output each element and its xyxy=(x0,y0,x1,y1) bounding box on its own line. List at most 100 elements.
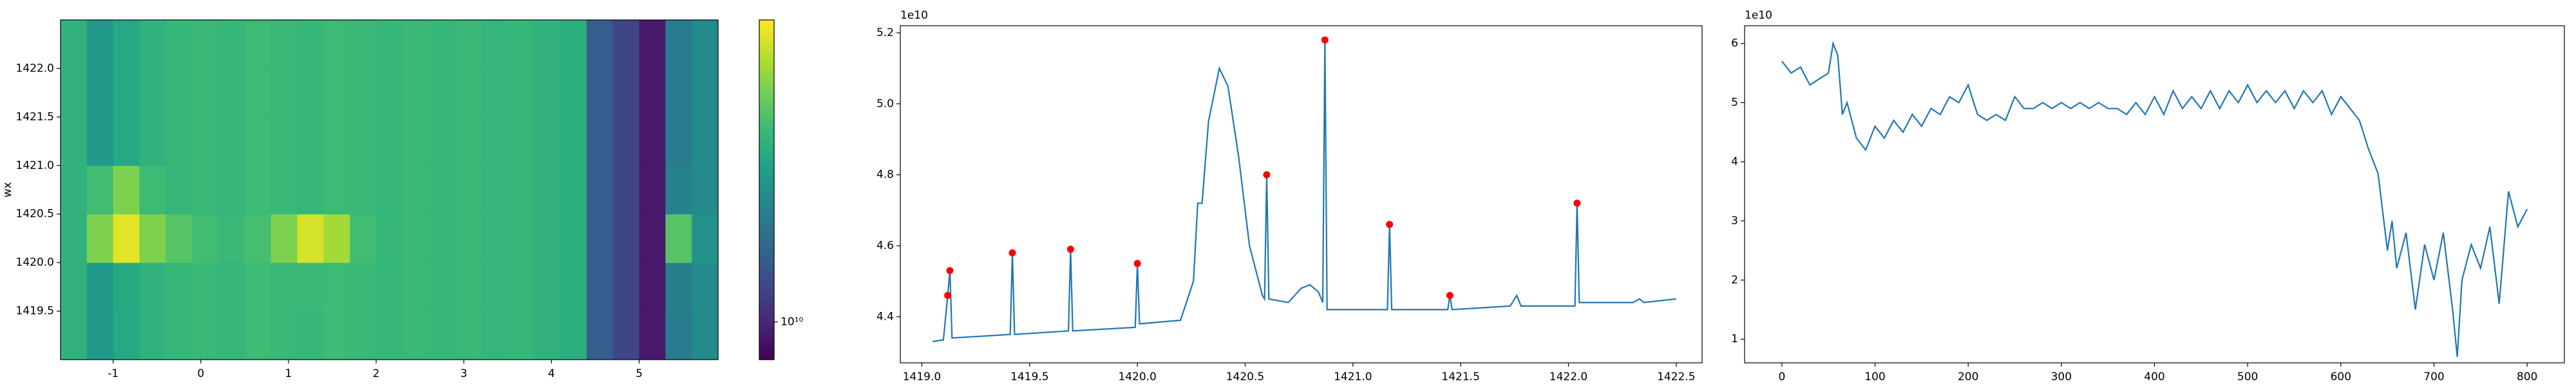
colorbar-swatch xyxy=(759,71,774,75)
heatmap-cell xyxy=(692,165,719,215)
colorbar-swatch xyxy=(759,328,774,332)
offset-label: 1e10 xyxy=(1745,9,1772,22)
colorbar-swatch xyxy=(759,235,774,239)
colorbar-tick-label: 10¹⁰ xyxy=(781,315,803,328)
colorbar-swatch xyxy=(759,322,774,326)
x-tick-label: 1420.5 xyxy=(1226,371,1264,383)
colorbar-swatch xyxy=(759,122,774,125)
y-tick-label: 5.2 xyxy=(876,26,894,39)
colorbar-swatch xyxy=(759,271,774,275)
heatmap-cell xyxy=(455,311,482,360)
colorbar-swatch xyxy=(759,303,774,306)
heatmap-cell xyxy=(218,311,245,360)
heatmap-cell xyxy=(61,116,88,166)
colorbar-swatch xyxy=(759,59,774,63)
peak-marker xyxy=(1573,199,1581,207)
colorbar-swatch xyxy=(759,136,774,140)
heatmap-cell xyxy=(297,165,324,215)
y-tick-label: 1420.5 xyxy=(16,208,54,221)
heatmap-cell xyxy=(323,165,350,215)
heatmap-cell xyxy=(323,20,350,69)
heatmap-cell xyxy=(218,214,245,263)
heatmap-cell xyxy=(612,262,639,312)
colorbar-swatch xyxy=(759,144,774,148)
heatmap-cell xyxy=(481,68,508,118)
heatmap-cell xyxy=(639,116,666,166)
colorbar-swatch xyxy=(759,241,774,244)
heatmap-cell xyxy=(481,116,508,166)
colorbar-swatch xyxy=(759,68,774,71)
heatmap-cell xyxy=(270,214,298,263)
heatmap-cell xyxy=(244,20,272,69)
colorbar-swatch xyxy=(759,237,774,241)
peak-marker xyxy=(1009,249,1016,257)
heatmap-cell xyxy=(270,116,298,166)
peak-marker xyxy=(1446,291,1454,299)
colorbar-swatch xyxy=(759,110,774,114)
colorbar-swatch xyxy=(759,255,774,259)
heatmap-cell xyxy=(297,262,324,312)
colorbar-swatch xyxy=(759,215,774,219)
colorbar-swatch xyxy=(759,207,774,210)
heatmap-cell xyxy=(402,311,430,360)
colorbar-swatch xyxy=(759,150,774,154)
x-tick-label: 5 xyxy=(636,367,643,380)
colorbar-swatch xyxy=(759,176,774,179)
heatmap-cell xyxy=(692,68,719,118)
heatmap-cell xyxy=(586,68,614,118)
colorbar-swatch xyxy=(759,20,774,23)
heatmap-cell xyxy=(428,311,456,360)
data-line xyxy=(933,40,1676,342)
x-tick-label: 300 xyxy=(2051,371,2072,383)
heatmap-cell xyxy=(428,214,456,263)
colorbar-swatch xyxy=(759,326,774,329)
heatmap-cell xyxy=(586,262,614,312)
heatmap-cell xyxy=(507,165,535,215)
heatmap-cell xyxy=(166,116,193,166)
x-tick-label: 1421.5 xyxy=(1441,371,1479,383)
x-tick-label: 400 xyxy=(2144,371,2164,383)
heatmap-cell xyxy=(639,20,666,69)
heatmap-cell xyxy=(113,311,140,360)
colorbar-swatch xyxy=(759,119,774,122)
x-tick-label: 1419.5 xyxy=(1010,371,1048,383)
heatmap-cell xyxy=(218,116,245,166)
colorbar-swatch xyxy=(759,53,774,57)
heatmap-cell xyxy=(61,68,88,118)
heatmap-cell xyxy=(192,214,219,263)
colorbar-swatch xyxy=(759,314,774,318)
heatmap-cell xyxy=(639,214,666,263)
colorbar-swatch xyxy=(759,277,774,281)
heatmap-cell xyxy=(455,165,482,215)
colorbar-swatch xyxy=(759,25,774,29)
heatmap-cell xyxy=(455,68,482,118)
heatmap-cell xyxy=(639,262,666,312)
heatmap-cell xyxy=(61,214,88,263)
heatmap-cell xyxy=(612,311,639,360)
heatmap-cell xyxy=(665,214,692,263)
heatmap-cell xyxy=(481,311,508,360)
colorbar-swatch xyxy=(759,170,774,174)
heatmap-cell xyxy=(139,214,166,263)
colorbar-swatch xyxy=(759,45,774,49)
heatmap-cell xyxy=(612,20,639,69)
x-tick-label: 1422.5 xyxy=(1657,371,1695,383)
heatmap-cell xyxy=(692,214,719,263)
heatmap-cell xyxy=(481,262,508,312)
y-tick-label: 6 xyxy=(1731,37,1738,50)
colorbar-swatch xyxy=(759,252,774,255)
peak-marker xyxy=(944,291,952,299)
colorbar-swatch xyxy=(759,297,774,301)
heatmap-cell xyxy=(139,311,166,360)
y-axis-label: wx xyxy=(1,182,14,198)
x-tick-label: 700 xyxy=(2423,371,2444,383)
colorbar-swatch xyxy=(759,147,774,151)
heatmap-cell xyxy=(639,68,666,118)
heatmap-cell xyxy=(350,311,377,360)
heatmap-cell xyxy=(560,311,587,360)
heatmap-cell xyxy=(428,116,456,166)
heatmap-cell xyxy=(350,262,377,312)
heatmap-cell xyxy=(218,68,245,118)
peak-marker xyxy=(1263,171,1271,179)
